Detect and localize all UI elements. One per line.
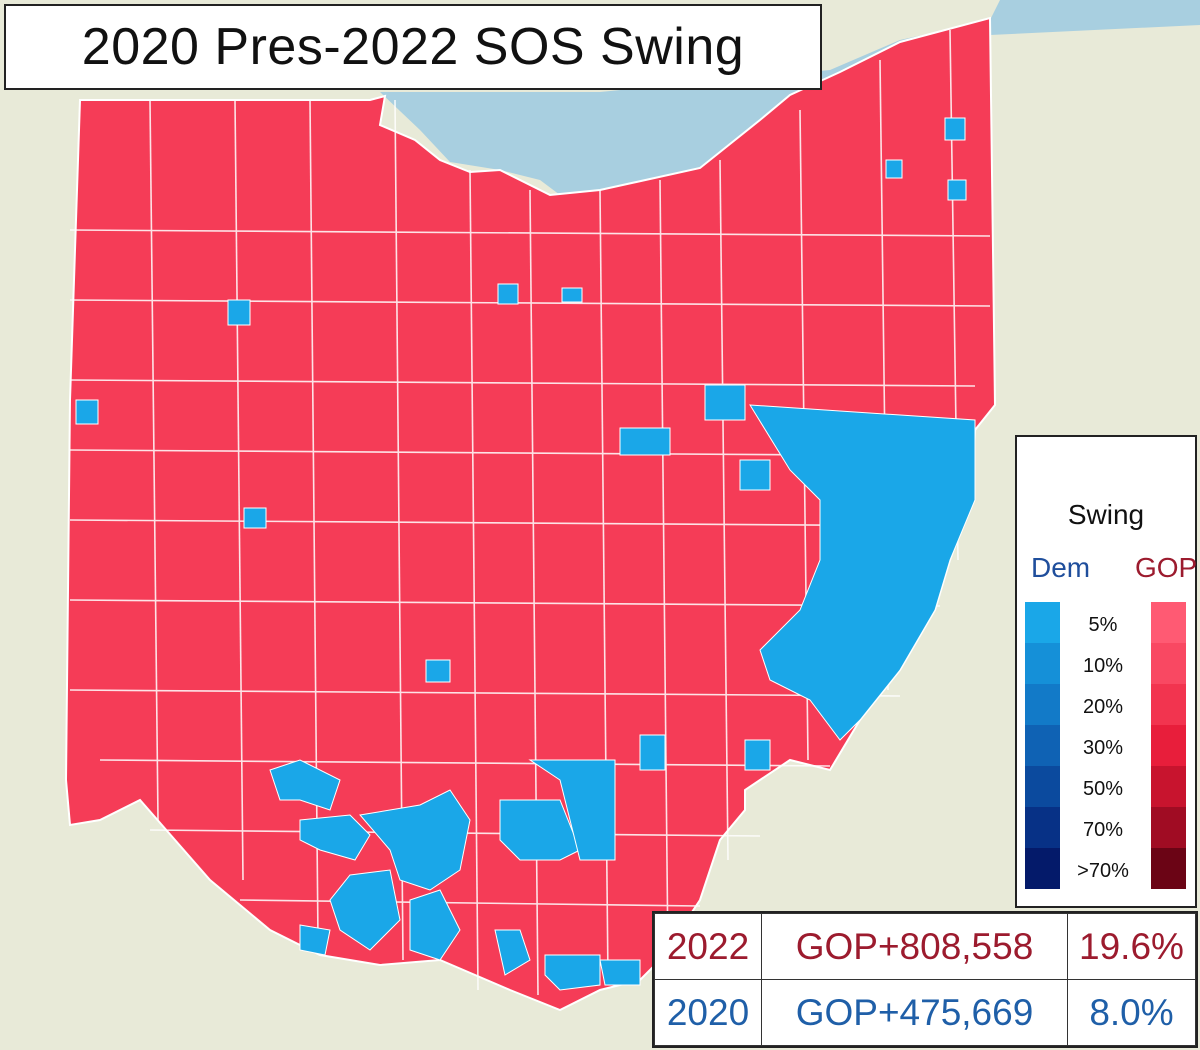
legend-swatch-gop: [1151, 643, 1186, 684]
county-boundary: [469, 169, 479, 991]
result-row-2020: 2020 GOP+475,669 8.0%: [654, 979, 1196, 1046]
legend-tick: 30%: [1082, 737, 1124, 759]
legend-heading: Swing: [1067, 499, 1145, 530]
result-margin: GOP+475,669: [761, 979, 1068, 1046]
dem-swing-county: [75, 399, 99, 425]
result-margin: GOP+808,558: [761, 913, 1068, 980]
dem-swing-county: [227, 299, 251, 326]
results-table: 2022 GOP+808,558 19.6% 2020 GOP+475,669 …: [654, 913, 1196, 1046]
legend-swatch-dem: [1025, 643, 1060, 684]
swing-legend: Swing Dem GOP 5% 10% 20% 30% 50% 70% >70…: [1015, 435, 1197, 908]
dem-swing-county: [528, 759, 616, 861]
dem-swing-county: [544, 954, 601, 991]
legend-swatch-dem: [1025, 807, 1060, 848]
legend-tick: >70%: [1077, 860, 1129, 882]
dem-swing-county: [269, 759, 341, 811]
county-boundary: [659, 179, 669, 961]
legend-gop-label: GOP: [1135, 552, 1198, 583]
legend-swatch-dem: [1025, 602, 1060, 643]
legend-swatch-gop: [1151, 602, 1186, 643]
dem-swing-county: [944, 117, 966, 141]
dem-swing-county: [749, 404, 976, 741]
county-boundary: [529, 189, 539, 996]
dem-swing-county: [619, 427, 671, 456]
dem-swing-county: [329, 869, 401, 951]
dem-swing-county: [947, 179, 967, 201]
legend-swatch-dem: [1025, 848, 1060, 889]
dem-swing-county: [499, 799, 581, 861]
dem-swing-county: [425, 659, 451, 683]
dem-swing-county: [739, 459, 771, 491]
county-boundary: [719, 159, 729, 861]
dem-swing-county: [599, 959, 641, 986]
county-boundary: [69, 689, 901, 697]
legend-tick: 50%: [1082, 778, 1124, 800]
legend-swatch-dem: [1025, 684, 1060, 725]
legend-tick: 70%: [1082, 819, 1124, 841]
map-title: 2020 Pres-2022 SOS Swing: [81, 18, 745, 76]
dem-swing-county: [299, 924, 331, 956]
legend-tick: 20%: [1082, 696, 1124, 718]
legend-swatch-gop: [1151, 807, 1186, 848]
results-table-box: 2022 GOP+808,558 19.6% 2020 GOP+475,669 …: [652, 911, 1198, 1048]
map-title-box: 2020 Pres-2022 SOS Swing: [4, 4, 822, 90]
dem-swing-county: [409, 889, 461, 961]
dem-swing-county: [497, 283, 519, 305]
dem-swing-areas: [75, 117, 976, 991]
dem-swing-county: [704, 384, 746, 421]
county-boundary: [69, 299, 991, 307]
legend-dem-ramp: [1025, 602, 1060, 889]
legend-swatch-gop: [1151, 725, 1186, 766]
result-row-2022: 2022 GOP+808,558 19.6%: [654, 913, 1196, 980]
result-year: 2020: [654, 979, 762, 1046]
dem-swing-county: [561, 287, 583, 303]
dem-swing-county: [744, 739, 771, 771]
county-boundary: [149, 99, 159, 821]
legend-swatch-dem: [1025, 725, 1060, 766]
dem-swing-county: [639, 734, 666, 771]
legend-swatch-gop: [1151, 684, 1186, 725]
legend-dem-label: Dem: [1031, 552, 1091, 583]
county-boundary: [234, 99, 244, 881]
county-boundary: [99, 759, 831, 767]
county-boundary: [239, 899, 701, 907]
result-pct: 8.0%: [1067, 979, 1196, 1046]
result-pct: 19.6%: [1067, 913, 1196, 980]
result-year: 2022: [654, 913, 762, 980]
county-boundary: [69, 519, 961, 527]
legend-tick: 5%: [1088, 614, 1118, 636]
county-boundary: [69, 599, 941, 607]
legend-gop-ramp: [1151, 602, 1186, 889]
dem-swing-county: [494, 929, 531, 976]
dem-swing-county: [299, 814, 371, 861]
dem-swing-county: [359, 789, 471, 891]
dem-swing-county: [885, 159, 903, 179]
county-boundary: [69, 229, 991, 237]
legend-swatch-gop: [1151, 848, 1186, 889]
dem-swing-county: [243, 507, 267, 529]
legend-tick: 10%: [1082, 655, 1124, 677]
legend-swatch-gop: [1151, 766, 1186, 807]
legend-swatch-dem: [1025, 766, 1060, 807]
county-boundary: [69, 379, 976, 387]
